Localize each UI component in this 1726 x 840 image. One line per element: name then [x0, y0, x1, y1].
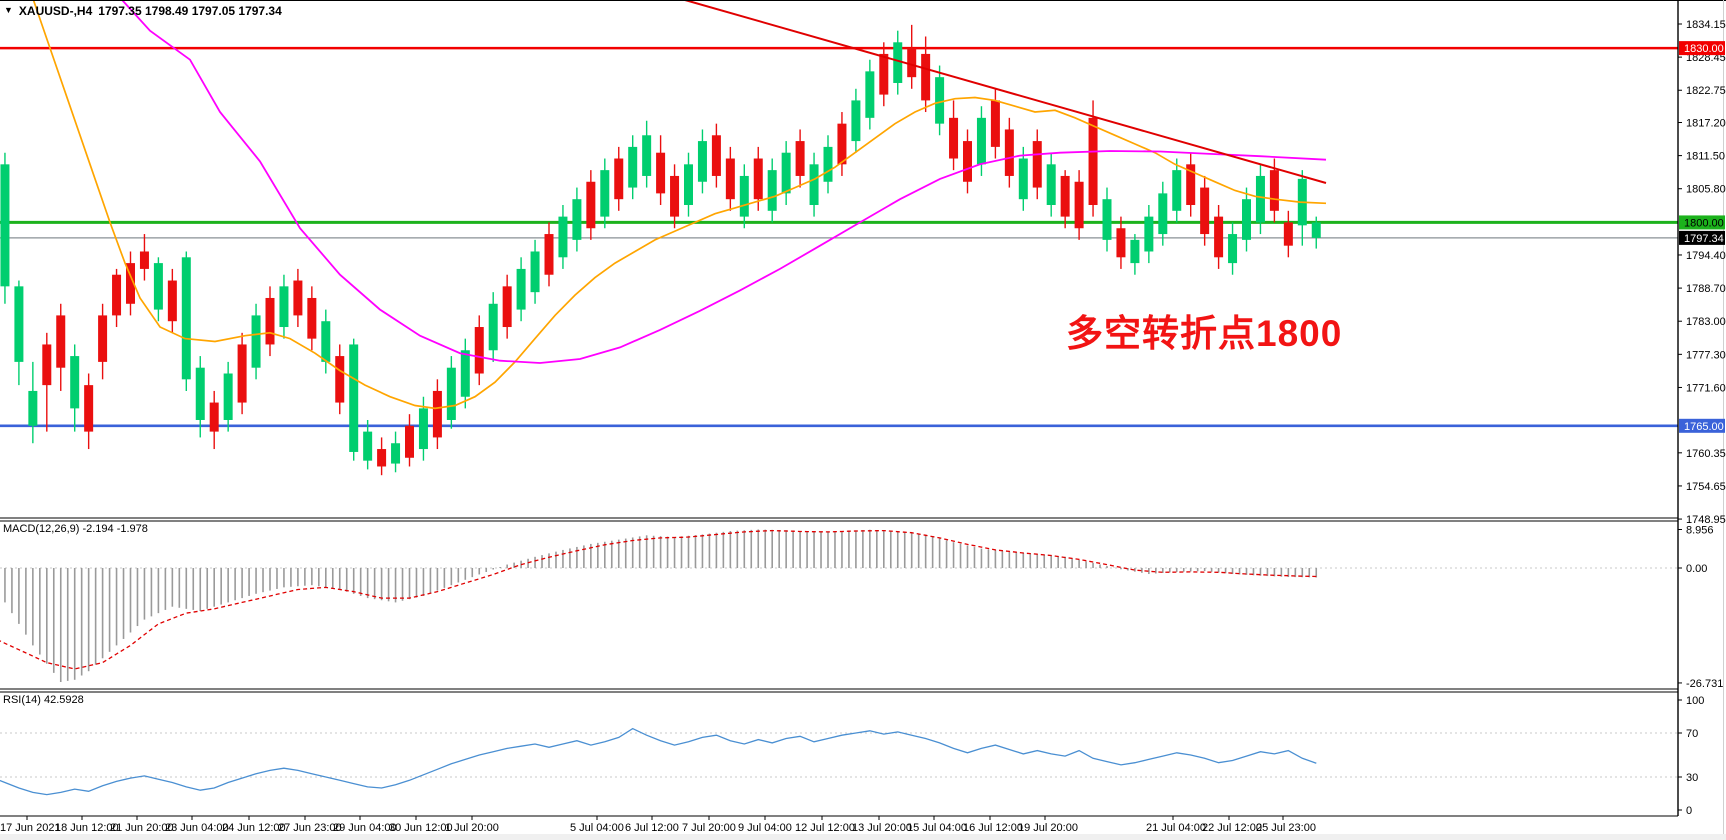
rsi-tick-label: 0 [1686, 805, 1692, 817]
price-tick-label: 1748.95 [1686, 514, 1726, 526]
time-axis-label: 15 Jul 04:00 [907, 822, 967, 834]
time-axis-label: 24 Jun 12:00 [222, 822, 286, 834]
time-axis-label: 21 Jun 20:00 [110, 822, 174, 834]
time-axis-label: 6 Jul 12:00 [625, 822, 679, 834]
rsi-tick-label: 30 [1686, 772, 1698, 784]
price-tick-label: 1788.70 [1686, 283, 1726, 295]
macd-indicator-label: MACD(12,26,9) -2.194 -1.978 [3, 523, 148, 535]
price-tick-label: 1811.50 [1686, 151, 1725, 163]
time-axis-label: 18 Jun 12:00 [55, 822, 119, 834]
macd-panel[interactable] [0, 529, 1318, 682]
time-axis-label: 19 Jul 20:00 [1018, 822, 1078, 834]
price-tick-label: 1828.45 [1686, 52, 1726, 64]
level-price-label: 1800.00 [1684, 217, 1724, 229]
horizontal-levels[interactable] [0, 46, 1678, 428]
time-axis-label: 25 Jul 23:00 [1256, 822, 1316, 834]
level-price-box [1679, 418, 1725, 433]
time-axis-label: 30 Jun 12:00 [389, 822, 453, 834]
level-price-label: 1765.00 [1684, 421, 1724, 433]
level-price-box [1679, 41, 1725, 56]
trendline[interactable] [684, 0, 1327, 184]
price-tick-label: 1754.65 [1686, 481, 1726, 493]
time-axis-label: 9 Jul 04:00 [738, 822, 792, 834]
price-tick-label: 1834.15 [1686, 19, 1726, 31]
time-axis-label: 27 Jun 23:00 [278, 822, 342, 834]
price-axis[interactable]: 1834.15 1828.45 1822.75 1817.20 1811.50 1805.… [1678, 19, 1726, 817]
rsi-tick-label: 70 [1686, 728, 1698, 740]
price-tick-label: 1794.40 [1686, 250, 1726, 262]
price-tick-label: 1777.30 [1686, 349, 1726, 361]
symbol-timeframe-label: XAUUSD-,H4 [18, 4, 93, 18]
macd-tick-label: 0.00 [1686, 563, 1707, 575]
price-tick-label: 1760.35 [1686, 448, 1726, 460]
time-axis-label: 7 Jul 20:00 [682, 822, 736, 834]
ma-slow-line [120, 0, 1327, 364]
ohlc-values: 1797.35 1798.49 1797.05 1797.34 [98, 4, 282, 18]
rsi-panel[interactable] [0, 727, 1317, 796]
level-price-label: 1830.00 [1684, 43, 1724, 55]
price-tick-label: 1822.75 [1686, 85, 1726, 97]
level-price-box [1679, 215, 1725, 230]
time-axis-label: 17 Jun 2021 [0, 822, 61, 834]
chart-dropdown-icon: ▼ [4, 5, 13, 15]
price-tick-label: 1805.80 [1686, 184, 1726, 196]
macd-tick-label: 8.956 [1686, 524, 1714, 536]
rsi-tick-label: 100 [1686, 695, 1704, 707]
time-axis-label: 16 Jul 12:00 [963, 822, 1023, 834]
time-axis-label: 21 Jul 04:00 [1146, 822, 1206, 834]
price-tick-label: 1783.00 [1686, 316, 1726, 328]
rsi-line [0, 727, 1317, 796]
level-price-label: 1797.34 [1684, 233, 1724, 245]
time-axis-label: 12 Jul 12:00 [795, 822, 855, 834]
time-axis-label: 1 Jul 20:00 [445, 822, 499, 834]
ma-fast-line [32, 0, 1327, 410]
time-axis-label: 23 Jun 04:00 [165, 822, 229, 834]
time-axis-label: 13 Jul 20:00 [852, 822, 912, 834]
macd-tick-label: -26.731 [1686, 678, 1723, 690]
time-axis-label: 22 Jul 12:00 [1202, 822, 1262, 834]
level-price-box [1679, 230, 1725, 245]
chart-title: ▼ XAUUSD-,H4 1797.35 1798.49 1797.05 179… [4, 4, 282, 18]
time-axis-label: 29 Jun 04:00 [333, 822, 397, 834]
price-tick-label: 1817.20 [1686, 117, 1726, 129]
price-tick-label: 1771.60 [1686, 382, 1726, 394]
macd-signal-line [0, 529, 1317, 670]
annotation-text: 多空转折点1800 [1066, 313, 1343, 354]
time-axis-label: 5 Jul 04:00 [570, 822, 624, 834]
rsi-indicator-label: RSI(14) 42.5928 [3, 694, 84, 706]
